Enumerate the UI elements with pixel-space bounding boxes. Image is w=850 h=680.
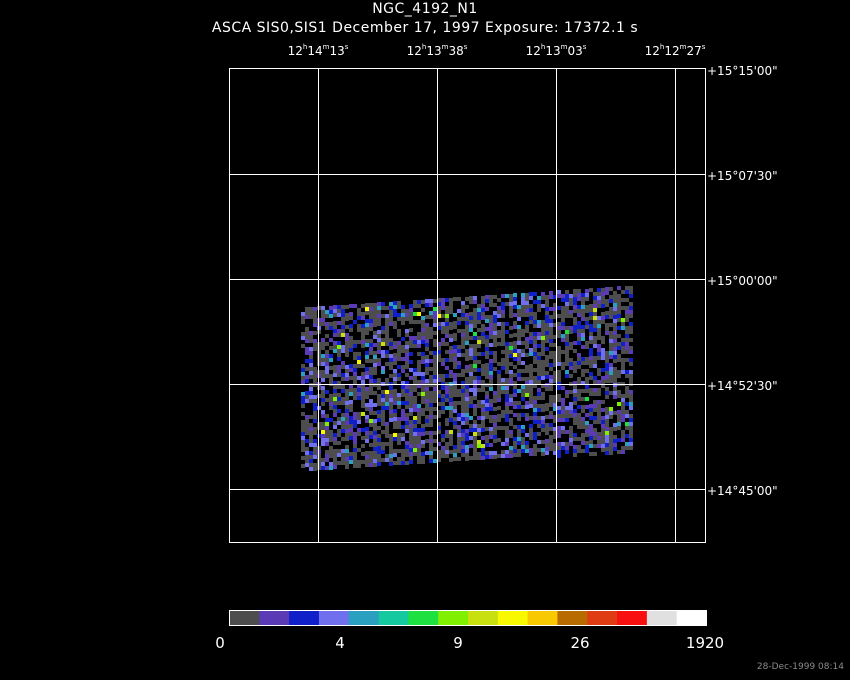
observation-subtitle: ASCA SIS0,SIS1 December 17, 1997 Exposur… <box>211 20 639 36</box>
color-bar-segment <box>646 610 678 626</box>
color-bar-segment <box>468 610 499 626</box>
color-bar-segment <box>587 610 618 626</box>
color-bar <box>229 610 707 626</box>
colorbar-label-min: 0 <box>215 634 225 652</box>
dec-tick-label: +14°52'30" <box>707 379 778 393</box>
color-bar-segment <box>289 610 320 626</box>
color-bar-segment <box>259 610 290 626</box>
dec-tick-label: +15°00'00" <box>707 274 778 288</box>
plot-frame <box>229 68 706 543</box>
color-bar-segments <box>229 610 707 626</box>
ra-tick-label: 12h12m27s <box>644 43 706 58</box>
object-name: NGC_4192_N1 <box>372 1 478 17</box>
timestamp: 28-Dec-1999 08:14 <box>756 662 844 672</box>
color-bar-segment <box>408 610 439 626</box>
color-bar-segment <box>348 610 379 626</box>
ra-tick-label: 12h13m03s <box>525 43 587 58</box>
xray-count-map <box>229 68 706 543</box>
color-bar-segment <box>497 610 529 626</box>
color-bar-segment <box>438 610 469 626</box>
ra-tick-label: 12h14m13s <box>287 43 349 58</box>
coordinate-grid <box>229 68 706 543</box>
color-bar-segment <box>378 610 409 626</box>
color-bar-border <box>229 610 707 626</box>
color-bar-segment <box>557 610 588 626</box>
colorbar-label: 26 <box>570 634 590 652</box>
color-bar-segment <box>676 610 707 626</box>
colorbar-label: 9 <box>453 634 463 652</box>
ra-tick-label: 12h13m38s <box>406 43 468 58</box>
color-bar-segment <box>318 610 350 626</box>
color-bar-segment <box>617 610 648 626</box>
count-map-pixels <box>301 286 633 471</box>
colorbar-label-max: 1920 <box>685 634 725 652</box>
dec-tick-label: +15°07'30" <box>707 169 778 183</box>
dec-tick-label: +14°45'00" <box>707 484 778 498</box>
colorbar-label: 4 <box>335 634 345 652</box>
sky-image-plot <box>229 68 706 543</box>
color-bar-segment <box>229 610 260 626</box>
color-bar-segment <box>527 610 558 626</box>
dec-tick-label: +15°15'00" <box>707 64 778 78</box>
